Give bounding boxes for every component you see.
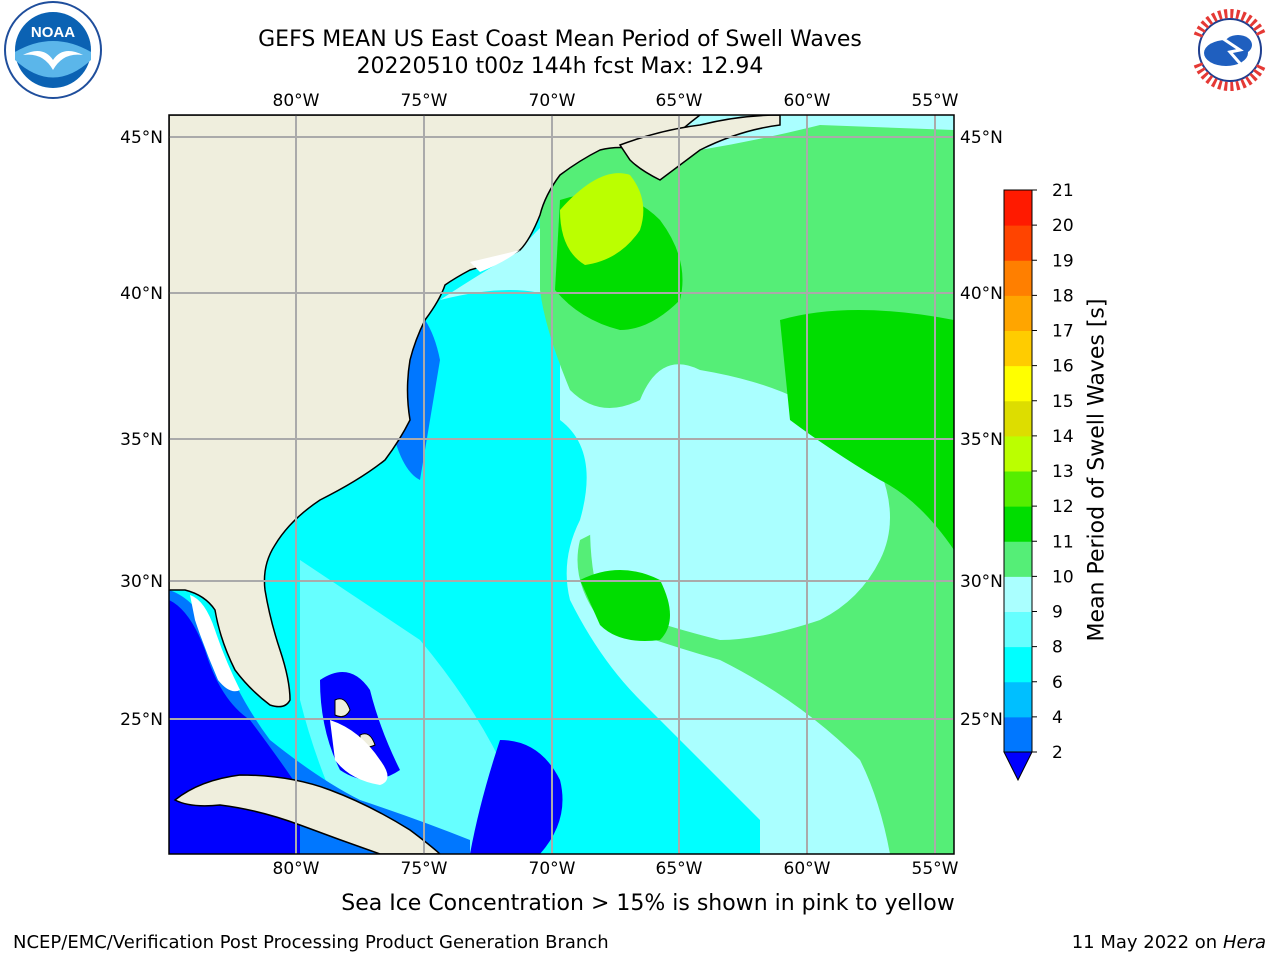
colorbar-tick-label: 21	[1052, 181, 1074, 201]
nws-logo	[1180, 0, 1280, 100]
swell-zone-10-11s-south	[580, 570, 670, 641]
lon-tick-top: 55°W	[912, 91, 959, 111]
lat-tick-left: 45°N	[120, 128, 163, 148]
colorbar-segment	[1004, 471, 1032, 507]
graticule	[169, 115, 954, 854]
map-field	[169, 115, 954, 854]
footer-host: Hera	[1222, 932, 1266, 953]
colorbar-segment	[1004, 716, 1032, 753]
lon-tick-top: 70°W	[529, 91, 576, 111]
colorbar-segment	[1004, 576, 1032, 612]
colorbar-tick-label: 9	[1052, 603, 1063, 623]
colorbar-tick-label: 8	[1052, 638, 1063, 658]
lon-tick-bottom: 60°W	[784, 859, 831, 879]
lat-tick-right: 45°N	[960, 128, 1003, 148]
colorbar-segment	[1004, 435, 1032, 472]
colorbar-tick-label: 19	[1052, 251, 1074, 271]
colorbar-tick-label: 20	[1052, 216, 1074, 236]
footer-date: 11 May 2022 on Hera	[1072, 932, 1266, 953]
swell-zone-10-11s-east	[780, 310, 954, 550]
lat-tick-left: 35°N	[120, 430, 163, 450]
svg-text:NOAA: NOAA	[31, 24, 75, 41]
colorbar-label: Mean Period of Swell Waves [s]	[1084, 298, 1110, 642]
map-frame	[168, 114, 955, 855]
colorbar: 2 4 6 8 9 10 11 12 13 14 15 16 17 18 19 20 21	[1003, 181, 1074, 782]
colorbar-tick-label: 6	[1052, 673, 1063, 693]
no-data-patch-longisland	[470, 250, 520, 272]
colorbar-segment	[1004, 541, 1032, 577]
lat-tick-right: 40°N	[960, 284, 1003, 304]
lat-tick-right: 35°N	[960, 430, 1003, 450]
lon-tick-top: 60°W	[784, 91, 831, 111]
no-data-patch-bahamas	[330, 720, 388, 785]
lon-tick-top: 75°W	[401, 91, 448, 111]
lon-tick-bottom: 75°W	[401, 859, 448, 879]
footer-date-text: 11 May 2022 on	[1071, 932, 1218, 953]
colorbar-segment	[1004, 190, 1032, 226]
colorbar-tick-label: 12	[1052, 497, 1074, 517]
colorbar-tick-label: 10	[1052, 567, 1074, 587]
no-data-patch-florida	[190, 595, 240, 692]
swell-zone-7-8s	[300, 560, 500, 854]
footer-credit: NCEP/EMC/Verification Post Processing Pr…	[13, 932, 609, 953]
lat-tick-left: 30°N	[120, 572, 163, 592]
lat-tick-right: 30°N	[960, 572, 1003, 592]
lat-tick-left: 40°N	[120, 284, 163, 304]
colorbar-tick-label: 14	[1052, 427, 1074, 447]
lon-tick-bottom: 55°W	[912, 859, 959, 879]
colorbar-segment	[1004, 295, 1032, 331]
colorbar-segment	[1004, 681, 1032, 718]
colorbar-segment	[1004, 365, 1032, 402]
lat-tick-right: 25°N	[960, 710, 1003, 730]
colorbar-tick-label: 4	[1052, 708, 1063, 728]
colorbar-tick-label: 16	[1052, 357, 1074, 377]
land-us-east	[169, 115, 702, 708]
noaa-logo: NOAA	[3, 0, 103, 100]
colorbar-segment	[1004, 611, 1032, 648]
chart-subtitle: 20220510 t00z 144h fcst Max: 12.94	[356, 54, 764, 79]
colorbar-tick-label: 2	[1052, 743, 1063, 763]
colorbar-tick-label: 11	[1052, 532, 1074, 552]
lon-tick-bottom: 70°W	[529, 859, 576, 879]
land-nova-scotia	[618, 115, 781, 181]
swell-zone-2-4s-caribbean	[470, 740, 563, 854]
lon-tick-top: 65°W	[656, 91, 703, 111]
colorbar-segment	[1004, 225, 1032, 261]
colorbar-segment	[1004, 400, 1032, 437]
colorbar-extension	[1003, 751, 1033, 782]
colorbar-tick-label: 13	[1052, 462, 1074, 482]
colorbar-tick-label: 17	[1052, 322, 1074, 342]
swell-zone-12-13s	[560, 173, 644, 265]
colorbar-segment	[1004, 330, 1032, 367]
sea-ice-note: Sea Ice Concentration > 15% is shown in …	[341, 891, 955, 916]
lon-tick-top: 80°W	[273, 91, 320, 111]
colorbar-tick-label: 15	[1052, 392, 1074, 412]
colorbar-segment	[1004, 646, 1032, 683]
land-cuba	[173, 774, 442, 854]
lon-tick-bottom: 80°W	[273, 859, 320, 879]
colorbar-tick-label: 18	[1052, 286, 1074, 306]
lon-tick-bottom: 65°W	[656, 859, 703, 879]
chart-title: GEFS MEAN US East Coast Mean Period of S…	[258, 27, 862, 52]
colorbar-segment	[1004, 506, 1032, 542]
land-bahamas	[334, 698, 351, 718]
colorbar-segment	[1004, 260, 1032, 296]
lat-tick-left: 25°N	[120, 710, 163, 730]
